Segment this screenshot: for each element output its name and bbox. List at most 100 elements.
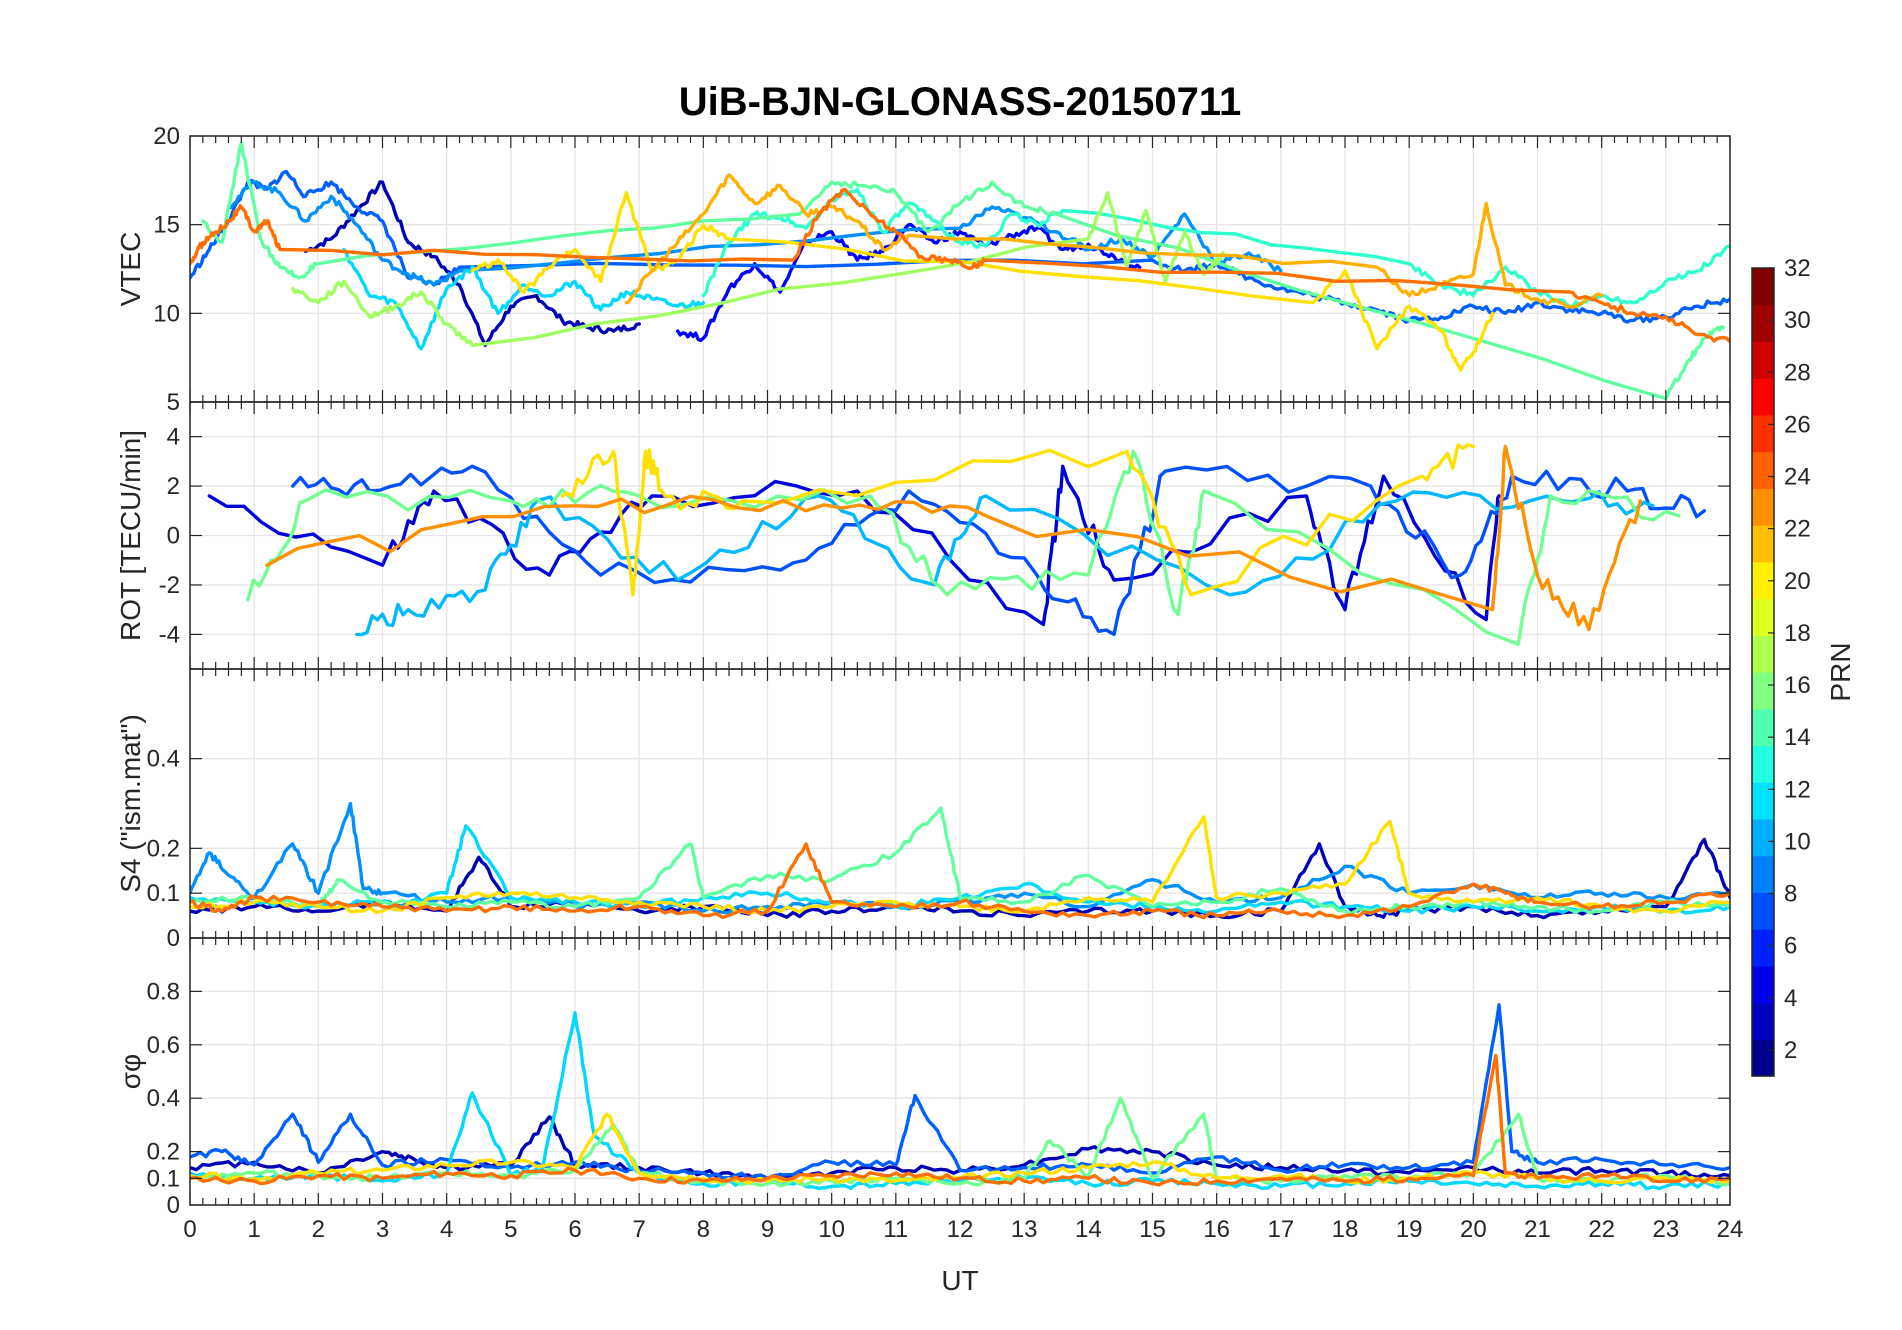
y-tick-label: 0.4 (147, 1085, 180, 1112)
x-tick-label: 19 (1396, 1216, 1423, 1243)
y-tick-label: 10 (153, 300, 180, 327)
colorbar-label: PRN (1825, 642, 1856, 701)
y-tick-label: 0.4 (147, 746, 180, 773)
panel-sigma: 00.10.2 0.4 0.6 0.8 σφ (115, 937, 1731, 1219)
series-prn-6 (190, 1003, 1730, 1181)
colorbar-tick-label: 2 (1784, 1037, 1797, 1064)
colorbar-segment (1752, 598, 1774, 636)
x-tick-label: 8 (697, 1216, 710, 1243)
x-tick-label: 4 (440, 1216, 453, 1243)
series-prn-20 (190, 1112, 1730, 1185)
series-group (190, 801, 1730, 920)
y-tick-label: 0 (167, 523, 180, 550)
colorbar-tick-label: 20 (1784, 568, 1811, 595)
series-prn-4 (676, 223, 1142, 343)
colorbar-segment (1752, 414, 1774, 453)
colorbar-segment (1752, 672, 1774, 710)
series-prn-2 (190, 1115, 1730, 1183)
series-prn-24 (190, 187, 1730, 344)
colorbar-frame (1751, 267, 1775, 1077)
y-axis-label: σφ (115, 1054, 146, 1089)
x-tick-label: 14 (1075, 1216, 1102, 1243)
y-axis-label: VTEC (115, 232, 146, 307)
x-tick-label: 21 (1524, 1216, 1551, 1243)
colorbar-segment (1752, 268, 1774, 306)
colorbar-tick-label: 4 (1784, 985, 1797, 1012)
colorbar-tick-label: 24 (1784, 464, 1811, 491)
colorbar-segment (1752, 525, 1774, 563)
series-prn-17 (291, 191, 1225, 347)
y-axis-label: ROT [TECU/min] (115, 430, 146, 641)
series-prn-11 (355, 490, 1655, 637)
series-prn-14 (701, 187, 1730, 309)
colorbar-segment (1752, 745, 1774, 783)
series-prn-2 (303, 180, 641, 347)
colorbar-tick-label: 8 (1784, 881, 1797, 908)
colorbar-tick-label: 32 (1784, 255, 1811, 282)
x-tick-label: 18 (1332, 1216, 1359, 1243)
x-tick-label: 16 (1203, 1216, 1230, 1243)
colorbar-segment (1752, 451, 1774, 489)
x-tick-label: 3 (376, 1216, 389, 1243)
x-tick-label: 17 (1267, 1216, 1294, 1243)
x-tick-label: 24 (1717, 1216, 1744, 1243)
series-group (190, 1003, 1730, 1191)
x-tick-label: 9 (761, 1216, 774, 1243)
y-tick-label: 15 (153, 212, 180, 239)
y-tick-label: 0.1 (147, 880, 180, 907)
series-prn-20 (470, 191, 1495, 372)
colorbar-segment (1752, 965, 1774, 1004)
x-tick-label: 13 (1011, 1216, 1038, 1243)
colorbar-segment (1752, 1002, 1774, 1040)
y-tick-label: -4 (159, 621, 180, 648)
x-tick-label: 6 (568, 1216, 581, 1243)
series-prn-16 (246, 449, 1681, 646)
x-tick-label: 1 (247, 1216, 260, 1243)
series-prn-16 (190, 806, 1730, 916)
colorbar-tick-label: 22 (1784, 516, 1811, 543)
colorbar-tick-label: 28 (1784, 359, 1811, 386)
colorbar-tick-label: 14 (1784, 724, 1811, 751)
y-tick-label: 0.1 (147, 1165, 180, 1192)
colorbar-segment (1752, 892, 1774, 930)
y-tick-label: 2 (167, 473, 180, 500)
panel-vtec: 5 10 15 20 VTEC (115, 123, 1731, 416)
panel-rot: -4 -2 0 2 4 ROT [TECU/min] (115, 401, 1731, 670)
colorbar-segment (1752, 561, 1774, 600)
colorbar-tick-label: 6 (1784, 933, 1797, 960)
x-tick-label: 7 (632, 1216, 645, 1243)
x-tick-label: 20 (1460, 1216, 1487, 1243)
panel-s4: 0 0.1 0.2 0.4S4 ("ism.mat") (115, 668, 1731, 952)
colorbar-segment (1752, 708, 1774, 747)
y-tick-label: 0 (167, 1192, 180, 1219)
x-axis: 0 1 2 3 4 5 6 7 8 9 10 11 12 13 14 15 16 17 18 19 20 21 22 23 24 (183, 1216, 1743, 1243)
x-tick-label: 15 (1139, 1216, 1166, 1243)
colorbar-segment (1752, 635, 1774, 673)
series-prn-20 (560, 442, 1475, 597)
y-tick-label: 0.6 (147, 1032, 180, 1059)
colorbar-segment (1752, 378, 1774, 416)
x-tick-label: 23 (1652, 1216, 1679, 1243)
series-prn-12 (342, 247, 705, 351)
colorbar-tick-label: 12 (1784, 776, 1811, 803)
colorbar-segment (1752, 304, 1774, 343)
x-tick-label: 11 (883, 1216, 908, 1243)
y-tick-label: 4 (167, 424, 180, 451)
series-group (190, 141, 1730, 401)
series-prn-24 (190, 842, 1730, 920)
series-prn-23 (265, 444, 1642, 632)
colorbar-segment (1752, 818, 1774, 857)
x-axis-label: UT (941, 1265, 978, 1296)
x-tick-label: 12 (947, 1216, 974, 1243)
y-tick-label: -2 (159, 572, 180, 599)
colorbar-segment (1752, 1039, 1774, 1077)
y-tick-label: 0.2 (147, 835, 180, 862)
colorbar-segment (1752, 782, 1774, 820)
colorbar-segment (1752, 855, 1774, 893)
x-tick-label: 2 (312, 1216, 325, 1243)
series-prn-22 (624, 173, 1604, 309)
x-tick-label: 0 (183, 1216, 196, 1243)
series-prn-24 (190, 1053, 1730, 1187)
colorbar-tick-label: 26 (1784, 411, 1811, 438)
